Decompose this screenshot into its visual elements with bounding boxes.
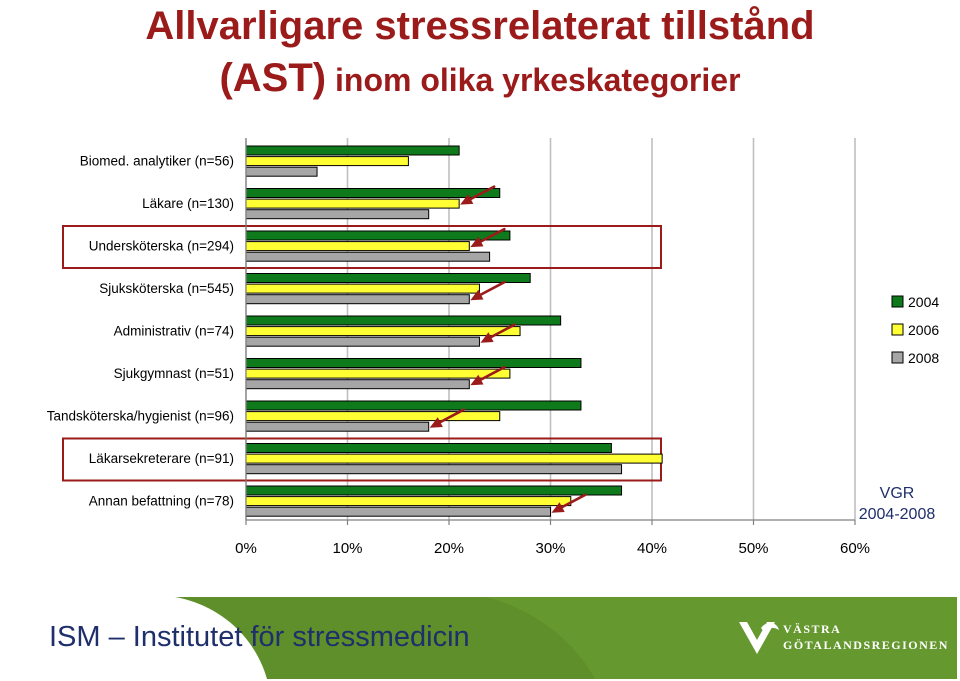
bar-2008-3 [245, 294, 470, 305]
x-tick-label: 0% [235, 540, 257, 557]
bar-2006-5 [245, 368, 511, 379]
note-line-2: 2004-2008 [858, 506, 936, 523]
bar-2004-5 [245, 358, 582, 368]
title-subtitle: inom olika yrkeskategorier [326, 62, 741, 98]
x-tick-label: 50% [738, 540, 768, 557]
bar-2008-4 [245, 336, 480, 347]
x-tick-label: 40% [637, 540, 667, 557]
category-label: Sjukgymnast (n=51) [114, 366, 234, 381]
arrow [470, 365, 506, 386]
vgr-logo: VÄSTRA GÖTALANDSREGIONEN [737, 614, 947, 660]
bar-2006-0 [245, 156, 409, 167]
bar-2006-2 [245, 241, 470, 252]
bar-2004-4 [245, 315, 562, 326]
vgr-logo-line-2: GÖTALANDSREGIONEN [783, 638, 949, 652]
bar-2006-3 [245, 283, 480, 294]
legend-item: 2004 [891, 294, 939, 310]
bar-2004-7 [245, 443, 612, 453]
legend-label: 2004 [908, 294, 939, 310]
x-axis: 0% 10% 20% 30% 40% 50% 60% [235, 138, 870, 557]
bar-2006-1 [245, 198, 460, 209]
arrow [470, 227, 506, 248]
footer-label: ISM – Institutet för stressmedicin [49, 621, 470, 653]
bar-2008-5 [245, 379, 470, 390]
arrow [551, 493, 587, 513]
bar-2008-7 [245, 464, 623, 475]
bar-2004-1 [245, 188, 501, 198]
bar-2004-8 [245, 485, 623, 496]
bar-2006-6 [245, 411, 501, 422]
arrow [480, 323, 516, 343]
x-tick-label: 30% [535, 540, 565, 557]
category-label: Läkarsekreterare (n=91) [89, 451, 234, 466]
category-label: Biomed. analytiker (n=56) [80, 154, 234, 169]
title-line-2: (AST) inom olika yrkeskategorier [0, 56, 960, 109]
arrow [460, 185, 496, 205]
legend-item: 2006 [891, 322, 939, 338]
bar-2006-4 [245, 326, 521, 337]
category-label: Annan befattning (n=78) [89, 494, 234, 509]
vgr-logo-line-1: VÄSTRA [783, 622, 842, 636]
arrow [429, 408, 466, 428]
bar-2004-6 [245, 400, 582, 411]
legend-item: 2008 [891, 350, 939, 366]
footer-background [5, 597, 957, 679]
chart-note: VGR 2004-2008 [838, 483, 956, 525]
category-label: Läkare (n=130) [142, 196, 234, 211]
category-label: Undersköterska (n=294) [89, 239, 234, 254]
vgr-logo-icon [739, 622, 779, 654]
legend-label: 2008 [908, 350, 939, 366]
title-acronym: (AST) [219, 56, 327, 100]
bar-2008-6 [245, 421, 430, 432]
x-tick-label: 10% [332, 540, 362, 557]
category-labels: Biomed. analytiker (n=56) Läkare (n=130) U… [47, 154, 234, 509]
slide-title: Allvarligare stressrelaterat tillstånd (… [0, 0, 960, 110]
bar-2006-7 [245, 453, 663, 464]
highlight-boxes [62, 225, 662, 482]
bar-2004-2 [245, 230, 511, 241]
bar-2008-0 [245, 166, 318, 177]
bar-chart: 0% 10% 20% 30% 40% 50% 60% Biomed. analytiker … [47, 138, 939, 557]
category-label: Sjuksköterska (n=545) [99, 281, 234, 296]
bar-2006-8 [245, 496, 572, 507]
legend: 2004 2006 2008 [891, 294, 939, 366]
arrow [470, 280, 506, 301]
legend-label: 2006 [908, 322, 939, 338]
bar-2008-1 [245, 209, 430, 220]
title-line-1: Allvarligare stressrelaterat tillstånd [145, 4, 815, 48]
bar-2008-2 [245, 251, 491, 262]
category-label: Administrativ (n=74) [114, 324, 234, 339]
category-label: Tandsköterska/hygienist (n=96) [47, 409, 234, 424]
highlight-box [62, 225, 662, 269]
x-tick-label: 60% [840, 540, 870, 557]
bar-2004-0 [245, 145, 460, 156]
decline-arrows [429, 185, 587, 513]
footer-bar: ISM – Institutet för stressmedicin VÄSTR… [5, 597, 957, 679]
bars [245, 145, 663, 517]
note-line-1: VGR [879, 485, 915, 502]
x-tick-label: 20% [434, 540, 464, 557]
bar-2004-3 [245, 273, 531, 283]
bar-2008-8 [245, 506, 551, 517]
